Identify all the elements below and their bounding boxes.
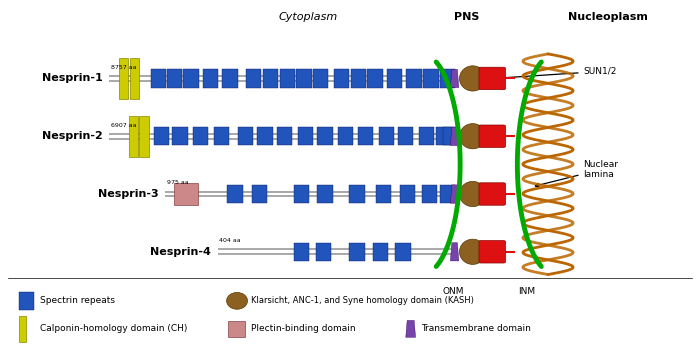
- FancyBboxPatch shape: [150, 69, 166, 88]
- FancyBboxPatch shape: [338, 127, 354, 145]
- Polygon shape: [450, 127, 459, 145]
- Text: Klarsicht, ANC-1, and Syne homology domain (KASH): Klarsicht, ANC-1, and Syne homology doma…: [251, 296, 474, 305]
- FancyBboxPatch shape: [316, 243, 331, 261]
- FancyBboxPatch shape: [262, 69, 278, 88]
- FancyBboxPatch shape: [228, 185, 243, 203]
- Text: Spectrin repeats: Spectrin repeats: [40, 296, 115, 305]
- Text: Nesprin-2: Nesprin-2: [42, 131, 102, 141]
- FancyBboxPatch shape: [313, 69, 328, 88]
- Text: Cytoplasm: Cytoplasm: [279, 12, 338, 22]
- FancyBboxPatch shape: [349, 185, 365, 203]
- FancyBboxPatch shape: [373, 243, 389, 261]
- FancyBboxPatch shape: [376, 185, 391, 203]
- FancyBboxPatch shape: [130, 58, 139, 99]
- Ellipse shape: [459, 124, 486, 149]
- FancyBboxPatch shape: [167, 69, 182, 88]
- FancyBboxPatch shape: [479, 241, 505, 263]
- FancyBboxPatch shape: [387, 69, 402, 88]
- FancyBboxPatch shape: [19, 292, 34, 310]
- Ellipse shape: [459, 239, 486, 264]
- FancyBboxPatch shape: [440, 69, 455, 88]
- FancyBboxPatch shape: [334, 69, 349, 88]
- FancyBboxPatch shape: [422, 185, 438, 203]
- FancyBboxPatch shape: [193, 127, 209, 145]
- FancyBboxPatch shape: [358, 127, 373, 145]
- Text: Nucleoplasm: Nucleoplasm: [568, 12, 648, 22]
- FancyBboxPatch shape: [258, 127, 272, 145]
- FancyBboxPatch shape: [203, 69, 218, 88]
- Text: Nesprin-3: Nesprin-3: [97, 189, 158, 199]
- Polygon shape: [450, 185, 459, 203]
- FancyBboxPatch shape: [349, 243, 365, 261]
- FancyBboxPatch shape: [400, 185, 415, 203]
- FancyBboxPatch shape: [443, 127, 459, 145]
- FancyBboxPatch shape: [398, 127, 414, 145]
- FancyBboxPatch shape: [351, 69, 366, 88]
- Polygon shape: [406, 321, 416, 337]
- Text: Nuclear
lamina: Nuclear lamina: [536, 160, 619, 187]
- FancyBboxPatch shape: [174, 183, 198, 205]
- Text: 6907 aa: 6907 aa: [111, 122, 136, 127]
- FancyBboxPatch shape: [154, 127, 169, 145]
- Text: Nesprin-4: Nesprin-4: [150, 247, 211, 257]
- Text: 8757 aa: 8757 aa: [111, 65, 136, 70]
- FancyBboxPatch shape: [118, 58, 127, 99]
- FancyBboxPatch shape: [317, 127, 332, 145]
- FancyBboxPatch shape: [437, 127, 452, 145]
- Polygon shape: [450, 243, 459, 261]
- FancyBboxPatch shape: [183, 69, 199, 88]
- Polygon shape: [450, 69, 459, 88]
- FancyBboxPatch shape: [407, 69, 422, 88]
- FancyBboxPatch shape: [139, 116, 148, 156]
- FancyBboxPatch shape: [238, 127, 253, 145]
- FancyBboxPatch shape: [223, 69, 238, 88]
- FancyBboxPatch shape: [424, 69, 438, 88]
- FancyBboxPatch shape: [276, 127, 292, 145]
- FancyBboxPatch shape: [214, 127, 230, 145]
- FancyBboxPatch shape: [479, 125, 505, 148]
- FancyBboxPatch shape: [293, 185, 309, 203]
- Text: SUN1/2: SUN1/2: [498, 67, 617, 80]
- FancyBboxPatch shape: [246, 69, 262, 88]
- Ellipse shape: [459, 66, 486, 91]
- FancyBboxPatch shape: [172, 127, 188, 145]
- FancyBboxPatch shape: [129, 116, 138, 156]
- Text: Nesprin-1: Nesprin-1: [42, 73, 102, 83]
- FancyBboxPatch shape: [252, 185, 267, 203]
- Text: Calponin-homology domain (CH): Calponin-homology domain (CH): [40, 324, 187, 333]
- Text: Plectin-binding domain: Plectin-binding domain: [251, 324, 356, 333]
- Text: 404 aa: 404 aa: [219, 238, 241, 243]
- FancyBboxPatch shape: [317, 185, 332, 203]
- FancyBboxPatch shape: [298, 127, 313, 145]
- FancyBboxPatch shape: [479, 67, 505, 90]
- Text: PNS: PNS: [454, 12, 480, 22]
- FancyBboxPatch shape: [19, 316, 26, 342]
- FancyBboxPatch shape: [228, 321, 246, 336]
- FancyBboxPatch shape: [379, 127, 394, 145]
- Text: 975 aa: 975 aa: [167, 180, 188, 185]
- Text: ONM: ONM: [442, 287, 464, 296]
- FancyBboxPatch shape: [419, 127, 435, 145]
- Text: INM: INM: [518, 287, 535, 296]
- FancyBboxPatch shape: [293, 243, 309, 261]
- FancyBboxPatch shape: [395, 243, 411, 261]
- FancyBboxPatch shape: [440, 185, 455, 203]
- FancyBboxPatch shape: [368, 69, 383, 88]
- Ellipse shape: [227, 292, 248, 309]
- Text: Transmembrane domain: Transmembrane domain: [421, 324, 531, 333]
- FancyBboxPatch shape: [479, 183, 505, 205]
- FancyBboxPatch shape: [279, 69, 295, 88]
- Ellipse shape: [459, 181, 486, 207]
- FancyBboxPatch shape: [296, 69, 312, 88]
